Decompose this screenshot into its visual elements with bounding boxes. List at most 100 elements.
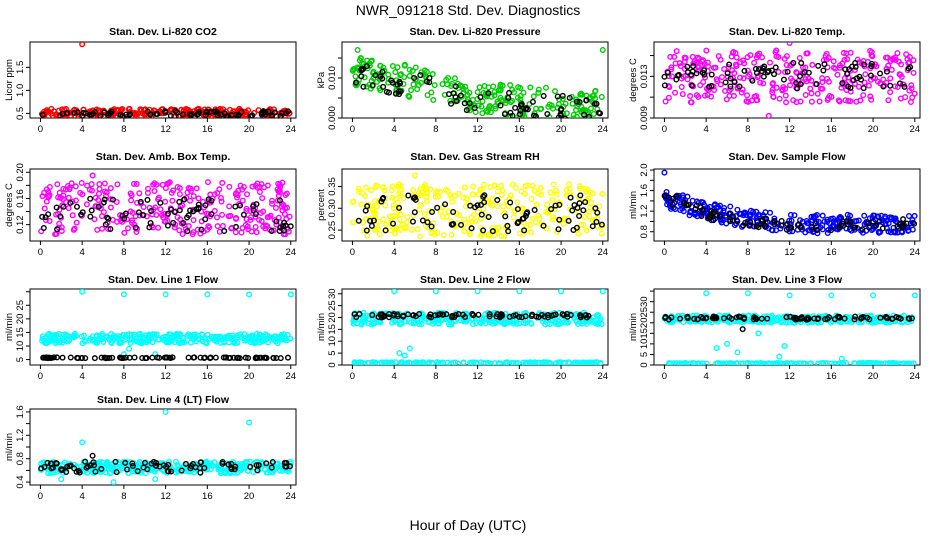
data-point xyxy=(241,337,248,344)
data-point xyxy=(507,112,514,118)
data-point xyxy=(67,199,74,206)
data-point xyxy=(592,88,599,95)
data-point xyxy=(365,320,372,327)
data-point xyxy=(583,188,590,195)
data-point xyxy=(887,229,894,236)
data-point xyxy=(812,220,819,227)
data-point xyxy=(773,315,780,322)
data-point xyxy=(544,201,551,208)
data-point xyxy=(273,221,280,228)
data-point xyxy=(770,94,777,101)
data-point xyxy=(101,196,108,203)
data-point xyxy=(497,360,504,365)
data-point xyxy=(537,184,544,191)
data-point xyxy=(776,95,783,102)
data-point xyxy=(125,225,132,232)
data-point xyxy=(804,220,811,227)
data-point xyxy=(783,226,790,233)
data-point xyxy=(478,315,485,322)
data-point xyxy=(461,100,468,107)
data-point xyxy=(731,79,738,86)
data-point xyxy=(779,87,786,94)
x-tick-label: 0 xyxy=(38,371,43,382)
data-point xyxy=(500,203,507,210)
data-point xyxy=(782,92,789,99)
data-point xyxy=(211,207,218,214)
data-point xyxy=(578,221,585,228)
data-point xyxy=(860,92,867,99)
data-point xyxy=(368,222,375,229)
data-point xyxy=(55,194,62,201)
data-point xyxy=(909,94,916,101)
data-point xyxy=(744,92,751,99)
data-point xyxy=(838,84,845,91)
data-point xyxy=(716,202,723,209)
data-point xyxy=(482,90,489,97)
data-point xyxy=(80,332,87,339)
data-point xyxy=(567,191,574,198)
data-point xyxy=(689,68,696,75)
data-point xyxy=(662,313,669,320)
data-point xyxy=(689,197,696,204)
data-point xyxy=(180,107,187,114)
data-point xyxy=(549,197,556,204)
data-point xyxy=(549,105,556,112)
panel-title: Stan. Dev. Line 3 Flow xyxy=(732,274,843,286)
data-point xyxy=(544,320,551,327)
data-point xyxy=(704,68,711,75)
data-point xyxy=(133,180,140,187)
data-point xyxy=(783,99,790,106)
x-tick-label: 0 xyxy=(38,491,43,502)
data-point xyxy=(576,213,583,220)
data-point xyxy=(699,360,706,365)
data-point xyxy=(733,212,740,219)
data-point xyxy=(400,195,407,202)
x-tick-label: 24 xyxy=(909,247,920,258)
data-point xyxy=(268,112,275,118)
data-point xyxy=(832,360,839,365)
data-point xyxy=(586,113,593,118)
data-point xyxy=(547,360,554,365)
data-point xyxy=(562,115,569,118)
data-point xyxy=(598,221,605,228)
data-point xyxy=(71,461,78,468)
points-layer xyxy=(349,172,606,240)
data-point xyxy=(249,183,256,190)
data-point xyxy=(801,360,808,365)
data-point xyxy=(805,69,812,76)
data-point xyxy=(401,62,408,69)
data-point xyxy=(533,105,540,112)
data-point xyxy=(507,109,514,116)
panel-5: Stan. Dev. Gas Stream RH 0 4 8 12 16 20 24 0.25 0… xyxy=(316,151,609,258)
data-point xyxy=(800,360,807,365)
data-point xyxy=(877,70,884,77)
data-point xyxy=(463,107,470,114)
data-point xyxy=(416,206,423,213)
y-tick-label: 0.013 xyxy=(639,64,650,88)
data-point xyxy=(734,206,741,213)
data-point xyxy=(368,57,375,64)
data-point xyxy=(424,92,431,99)
data-point xyxy=(493,313,500,320)
data-point xyxy=(905,227,912,234)
data-point xyxy=(771,71,778,78)
data-point xyxy=(136,330,143,337)
data-point xyxy=(530,93,537,100)
data-point xyxy=(745,312,752,319)
data-point xyxy=(127,111,134,118)
data-point xyxy=(876,318,883,325)
data-point xyxy=(773,227,780,234)
data-point xyxy=(238,466,245,473)
data-point xyxy=(72,183,79,190)
data-point xyxy=(383,88,390,95)
y-tick-label: 20 xyxy=(639,317,650,328)
data-point xyxy=(589,223,596,230)
x-tick-label: 20 xyxy=(244,491,255,502)
data-point xyxy=(828,319,835,326)
data-point xyxy=(559,92,566,99)
data-point xyxy=(460,359,467,365)
data-point xyxy=(268,197,275,204)
data-point xyxy=(661,82,668,89)
data-point-outlier xyxy=(89,452,96,459)
y-tick-label: 1.0 xyxy=(15,84,26,97)
